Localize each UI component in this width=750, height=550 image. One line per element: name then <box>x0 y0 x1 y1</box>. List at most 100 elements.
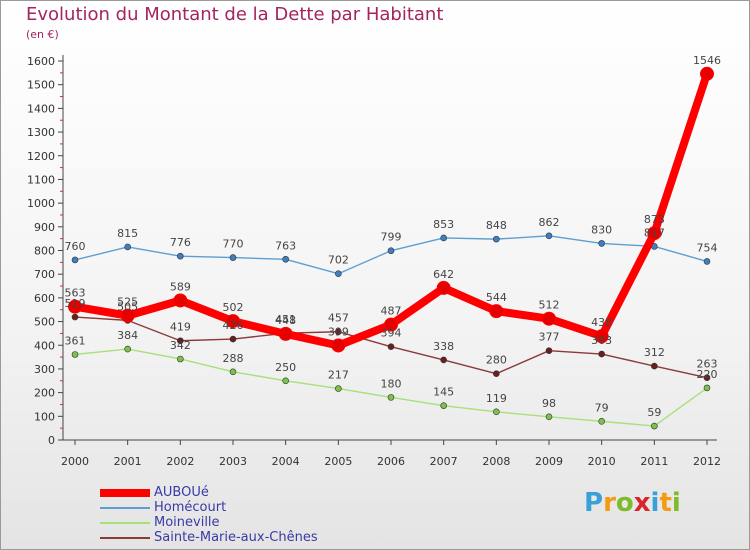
chart-subtitle: (en €) <box>26 28 59 41</box>
x-tick-label: 2006 <box>377 455 405 468</box>
y-tick-label: 1500 <box>27 79 55 92</box>
data-label: 288 <box>223 352 244 365</box>
data-label: 338 <box>433 340 454 353</box>
y-tick-label: 1000 <box>27 197 55 210</box>
data-label: 760 <box>65 240 86 253</box>
data-point <box>493 235 500 243</box>
data-label: 1546 <box>693 54 721 67</box>
data-point <box>177 252 184 260</box>
legend-item: Sainte-Marie-aux-Chênes <box>100 530 360 546</box>
x-tick-label: 2002 <box>166 455 194 468</box>
y-tick-label: 1100 <box>27 173 55 186</box>
data-label: 145 <box>433 386 454 399</box>
data-point <box>493 408 500 416</box>
data-label: 79 <box>595 401 609 414</box>
data-point <box>545 347 553 354</box>
x-tick-label: 2004 <box>272 455 300 468</box>
data-point <box>173 293 188 308</box>
data-point <box>598 240 605 247</box>
legend-item: Moineville <box>100 515 360 531</box>
logo-letter: o <box>615 488 634 518</box>
data-point <box>278 326 293 341</box>
logo-letter: r <box>603 488 616 518</box>
data-point <box>489 304 504 319</box>
y-tick-label: 1300 <box>27 126 55 139</box>
data-point <box>440 402 447 409</box>
y-tick-label: 300 <box>34 363 55 376</box>
data-point <box>71 351 79 358</box>
data-label: 217 <box>328 369 349 382</box>
x-tick-label: 2010 <box>588 455 616 468</box>
x-tick-label: 2009 <box>535 455 563 468</box>
data-point <box>229 335 237 343</box>
data-point <box>598 350 605 358</box>
data-label: 642 <box>433 268 454 281</box>
data-label: 342 <box>170 339 191 352</box>
logo-letter: i <box>671 488 681 518</box>
x-tick-label: 2005 <box>324 455 352 468</box>
data-point <box>177 337 184 345</box>
data-point <box>71 256 79 264</box>
data-label: 862 <box>539 216 560 229</box>
logo-letter: t <box>659 488 672 518</box>
data-label: 512 <box>539 299 560 312</box>
data-label: 419 <box>170 321 191 334</box>
chart-legend: AUBOUé Homécourt Moineville Sainte-Marie-au… <box>100 485 360 546</box>
data-label: 280 <box>486 354 507 367</box>
legend-swatch <box>100 537 150 539</box>
data-label: 873 <box>644 213 665 226</box>
data-label: 848 <box>486 219 507 232</box>
data-point <box>282 377 289 385</box>
data-point <box>651 422 658 430</box>
data-point <box>335 385 342 392</box>
logo-letter: x <box>633 488 651 518</box>
data-label: 815 <box>117 227 138 240</box>
y-tick-label: 600 <box>34 292 55 305</box>
legend-label: Homécourt <box>154 500 227 515</box>
data-label: 763 <box>275 239 296 252</box>
data-point <box>331 338 346 353</box>
legend-swatch <box>100 522 150 524</box>
legend-swatch <box>100 489 150 497</box>
data-label: 544 <box>486 291 507 304</box>
data-point <box>440 356 447 364</box>
data-label: 457 <box>328 312 349 325</box>
data-label: 59 <box>647 406 661 419</box>
x-tick-label: 2003 <box>219 455 247 468</box>
y-tick-label: 400 <box>34 339 55 352</box>
data-label: 770 <box>223 238 244 251</box>
data-label: 426 <box>223 319 244 332</box>
x-tick-label: 2012 <box>693 455 721 468</box>
legend-swatch <box>100 507 150 509</box>
data-point <box>545 232 553 240</box>
data-point <box>387 247 395 255</box>
data-point <box>598 417 605 425</box>
data-label: 438 <box>591 316 612 329</box>
data-point <box>229 368 237 376</box>
data-label: 220 <box>697 368 718 381</box>
data-point <box>703 258 711 265</box>
data-point <box>124 243 131 251</box>
data-label: 776 <box>170 236 191 249</box>
data-point <box>700 66 714 81</box>
data-point <box>545 413 553 421</box>
legend-item: Homécourt <box>100 500 360 516</box>
data-point <box>651 362 658 370</box>
chart-title: Evolution du Montant de la Dette par Hab… <box>26 4 444 25</box>
legend-label: Sainte-Marie-aux-Chênes <box>154 530 318 545</box>
data-label: 250 <box>275 361 296 374</box>
data-label: 312 <box>644 346 665 359</box>
data-label: 98 <box>542 397 556 410</box>
data-label: 817 <box>644 226 665 239</box>
x-tick-label: 2008 <box>482 455 510 468</box>
data-label: 519 <box>65 297 86 310</box>
data-label: 853 <box>433 218 454 231</box>
data-point <box>387 343 395 350</box>
logo-letter: P <box>584 488 604 518</box>
data-label: 589 <box>170 280 191 293</box>
data-label: 363 <box>591 334 612 347</box>
data-label: 525 <box>117 296 138 309</box>
data-label: 487 <box>381 305 402 318</box>
